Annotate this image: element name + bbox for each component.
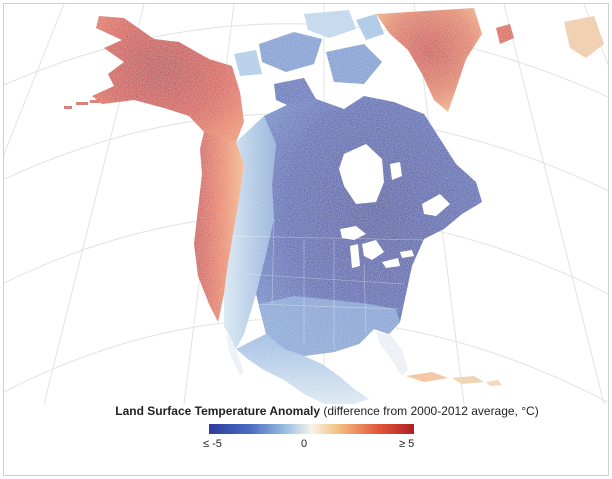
- anomaly-map: [4, 4, 608, 404]
- scandinavia: [564, 16, 604, 58]
- western-interior: [224, 116, 276, 349]
- iceland: [496, 24, 514, 44]
- mexico: [236, 334, 369, 404]
- baja-california: [226, 334, 244, 376]
- inland-water: [339, 144, 450, 268]
- caribbean-islands: [406, 372, 502, 386]
- map-frame: Land Surface Temperature Anomaly (differ…: [3, 3, 609, 476]
- legend-tick-min: ≤ -5: [203, 438, 222, 450]
- pacific-coast: [194, 132, 244, 322]
- legend-title: Land Surface Temperature Anomaly (differ…: [44, 404, 608, 418]
- boundaries: [231, 218, 425, 350]
- legend-title-bold: Land Surface Temperature Anomaly: [115, 404, 321, 418]
- legend-tick-max: ≥ 5: [399, 438, 415, 450]
- greenland: [376, 8, 482, 112]
- alaska: [92, 16, 244, 146]
- legend-colorbar: [209, 424, 414, 434]
- aleutian-islands: [64, 100, 100, 109]
- legend-tick-mid: 0: [301, 438, 308, 450]
- arctic-islands: [234, 10, 384, 108]
- canada-east-us: [256, 96, 482, 356]
- legend: Land Surface Temperature Anomaly (differ…: [4, 404, 608, 450]
- florida: [376, 332, 408, 376]
- legend-title-rest: (difference from 2000-2012 average, °C): [320, 404, 539, 418]
- southern-us: [259, 296, 400, 356]
